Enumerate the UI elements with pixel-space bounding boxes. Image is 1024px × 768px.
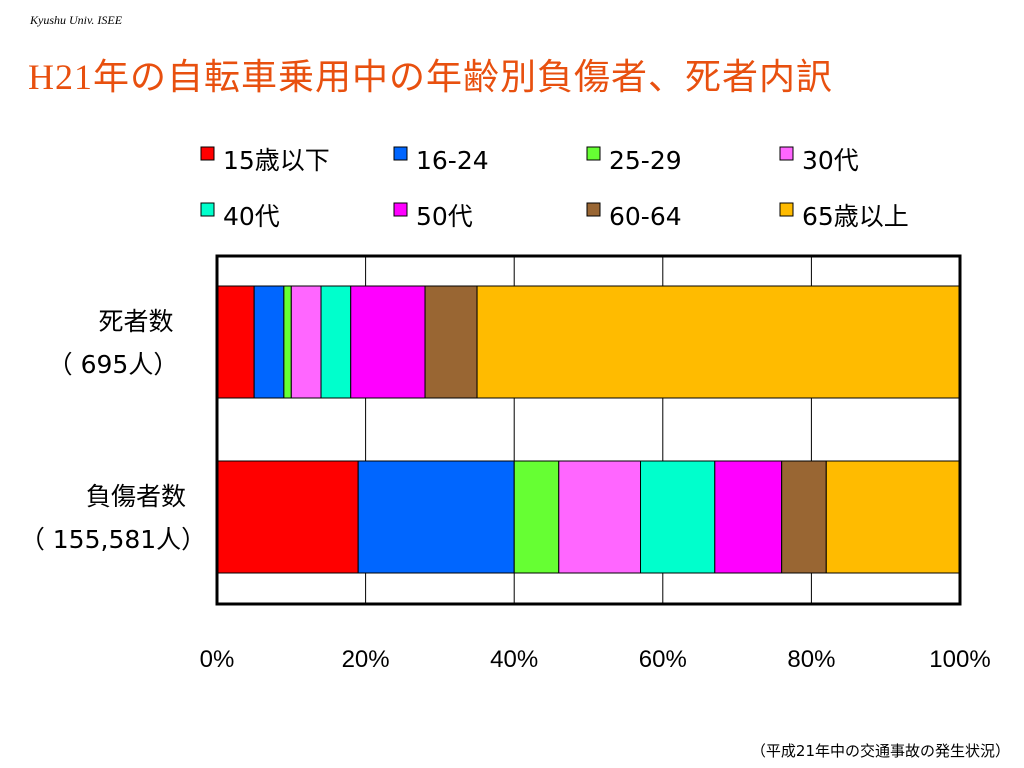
- bar-segment: [640, 460, 716, 574]
- plot-border: [215, 254, 962, 606]
- bar-segment: [424, 285, 478, 399]
- chart-legend: 15歳以下 16-24 25-29 30代 40代 50代 60-64 65歳以上: [200, 146, 909, 231]
- legend-label: 65歳以上: [802, 202, 909, 231]
- bar-segment: [558, 460, 642, 574]
- legend-swatch: [393, 202, 408, 217]
- legend-swatch: [586, 202, 601, 217]
- bar-segment: [216, 285, 255, 399]
- page-title: H21年の自転車乗用中の年齢別負傷者、死者内訳: [28, 57, 833, 97]
- legend-swatch: [586, 146, 601, 161]
- category-sublabel: （ 695人）: [48, 350, 179, 379]
- legend-label: 60-64: [609, 202, 682, 231]
- x-tick-label: 20%: [342, 646, 390, 673]
- bar-segment: [350, 285, 426, 399]
- bar-segment: [283, 285, 292, 399]
- bar-segment: [513, 460, 560, 574]
- x-tick-label: 40%: [490, 646, 538, 673]
- bar-segment: [714, 460, 783, 574]
- legend-label: 50代: [416, 202, 473, 231]
- bar-segment: [320, 285, 352, 399]
- legend-swatch: [200, 146, 215, 161]
- x-tick-label: 60%: [639, 646, 687, 673]
- header-note: Kyushu Univ. ISEE: [30, 13, 123, 27]
- x-tick-label: 80%: [787, 646, 835, 673]
- legend-label: 25-29: [609, 146, 682, 175]
- legend-label: 40代: [223, 202, 280, 231]
- category-label: 死者数: [98, 307, 173, 336]
- bar-segment: [216, 460, 359, 574]
- legend-label: 15歳以下: [223, 146, 330, 175]
- footnote: （平成21年中の交通事故の発生状況）: [750, 742, 1010, 760]
- bar-segment: [476, 285, 961, 399]
- legend-swatch: [200, 202, 215, 217]
- category-labels: 死者数 （ 695人） 負傷者数 （ 155,581人）: [20, 307, 206, 554]
- legend-swatch: [393, 146, 408, 161]
- plot-area: [215, 254, 962, 606]
- bar-segment: [357, 460, 515, 574]
- legend-label: 16-24: [416, 146, 489, 175]
- legend-swatch: [779, 202, 794, 217]
- bar-segment: [290, 285, 322, 399]
- legend-label: 30代: [802, 146, 859, 175]
- bar-segment: [781, 460, 827, 574]
- x-tick-label: 100%: [929, 646, 990, 673]
- x-tick-label: 0%: [200, 646, 235, 673]
- bar-segment: [825, 460, 961, 574]
- x-axis-ticks: 0% 20% 40% 60% 80% 100%: [200, 646, 991, 673]
- bar-segment: [253, 285, 285, 399]
- category-label: 負傷者数: [86, 482, 186, 511]
- legend-swatch: [779, 146, 794, 161]
- category-sublabel: （ 155,581人）: [20, 525, 206, 554]
